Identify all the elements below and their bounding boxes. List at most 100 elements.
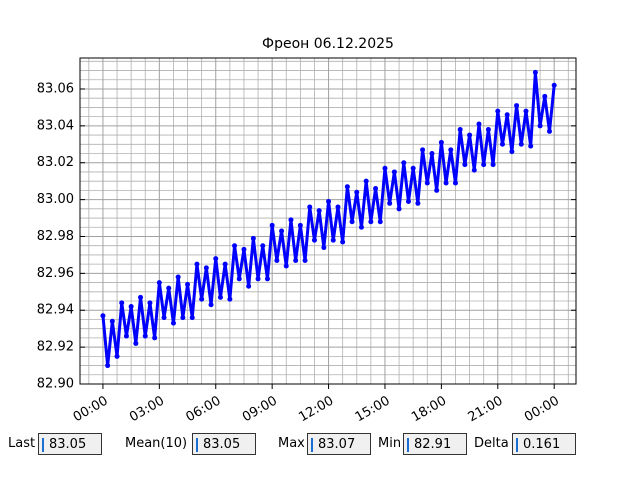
y-tick-label: 83.02 <box>37 155 74 170</box>
data-point <box>368 219 374 225</box>
data-point <box>138 294 144 300</box>
data-point <box>377 219 383 225</box>
y-tick-label: 82.92 <box>37 340 74 355</box>
data-point <box>429 151 435 157</box>
y-tick-label: 83.00 <box>37 192 74 207</box>
stat-field[interactable]: 83.05 <box>38 433 102 455</box>
data-point <box>537 123 543 129</box>
data-point <box>133 340 139 346</box>
data-point <box>363 178 369 184</box>
data-point <box>321 245 327 251</box>
data-point <box>269 222 275 228</box>
data-point <box>518 141 524 147</box>
data-point <box>189 315 195 321</box>
stat-field[interactable]: 82.91 <box>403 433 467 455</box>
data-point <box>199 296 205 302</box>
data-point <box>170 320 176 326</box>
data-point <box>467 132 473 138</box>
data-point <box>504 112 510 118</box>
data-point <box>246 283 252 289</box>
data-point <box>373 186 379 192</box>
data-point <box>434 187 440 193</box>
stat-label: Max <box>278 436 305 451</box>
data-point <box>213 256 219 262</box>
data-point <box>293 257 299 263</box>
x-tick-label: 12:00 <box>296 394 336 426</box>
data-point <box>217 294 223 300</box>
y-tick-label: 82.94 <box>37 303 74 318</box>
data-point <box>396 206 402 212</box>
data-point <box>119 300 125 306</box>
data-point <box>307 204 313 210</box>
data-point <box>283 263 289 269</box>
data-point <box>185 281 191 287</box>
y-tick-label: 83.06 <box>37 81 74 96</box>
x-tick-label: 21:00 <box>466 394 506 426</box>
data-point <box>241 246 247 252</box>
data-point <box>142 333 148 339</box>
data-point <box>175 274 181 280</box>
stat-label: Mean(10) <box>125 436 188 451</box>
data-point <box>152 335 158 341</box>
data-point <box>100 313 106 319</box>
x-tick-label: 09:00 <box>240 394 280 426</box>
x-tick-label: 00:00 <box>522 394 562 426</box>
stat-label: Last <box>8 436 36 451</box>
data-point <box>114 353 120 359</box>
data-point <box>476 121 482 127</box>
data-point <box>471 167 477 173</box>
data-point <box>180 315 186 321</box>
data-point <box>485 127 491 133</box>
y-tick-label: 82.96 <box>37 266 74 281</box>
data-point <box>255 276 261 282</box>
data-point <box>147 300 153 306</box>
data-point <box>156 280 162 286</box>
data-point <box>382 165 388 171</box>
data-point <box>260 243 266 249</box>
data-point <box>532 69 538 75</box>
data-point <box>401 160 407 166</box>
chart-title: Фреон 06.12.2025 <box>262 36 394 52</box>
data-point <box>288 217 294 223</box>
stat-field[interactable]: 0.161 <box>512 433 576 455</box>
data-point <box>264 276 270 282</box>
data-point <box>279 228 285 234</box>
data-point <box>222 261 228 267</box>
data-point <box>509 149 515 155</box>
data-point <box>302 257 308 263</box>
data-point <box>330 237 336 243</box>
data-point <box>340 239 346 245</box>
data-point <box>358 224 364 230</box>
y-tick-label: 82.90 <box>37 377 74 392</box>
data-point <box>457 127 463 133</box>
chart: Фреон 06.12.2025 82.90 82.92 82.94 82.96 82.… <box>37 36 577 426</box>
x-tick-label: 00:00 <box>71 394 111 426</box>
data-point <box>448 147 454 153</box>
x-tick-label: 18:00 <box>409 394 449 426</box>
data-point <box>542 93 548 99</box>
data-point <box>128 304 134 310</box>
data-point <box>344 184 350 190</box>
data-point <box>452 180 458 186</box>
stat-label: Delta <box>474 436 509 451</box>
data-point <box>495 108 501 114</box>
data-point <box>462 162 468 168</box>
x-tick-label: 03:00 <box>127 394 167 426</box>
data-point <box>424 180 430 186</box>
data-point <box>161 315 167 321</box>
data-point <box>420 147 426 153</box>
data-point <box>123 333 129 339</box>
data-point <box>551 82 557 88</box>
data-point <box>316 208 322 214</box>
y-tick-label: 82.98 <box>37 229 74 244</box>
stat-field[interactable]: 83.05 <box>192 433 256 455</box>
data-point <box>250 235 256 241</box>
data-point <box>208 302 214 308</box>
data-point <box>194 261 200 267</box>
data-point <box>311 237 317 243</box>
data-point <box>166 285 172 291</box>
stat-field[interactable]: 83.07 <box>307 433 371 455</box>
data-point <box>490 162 496 168</box>
data-point <box>326 198 332 204</box>
